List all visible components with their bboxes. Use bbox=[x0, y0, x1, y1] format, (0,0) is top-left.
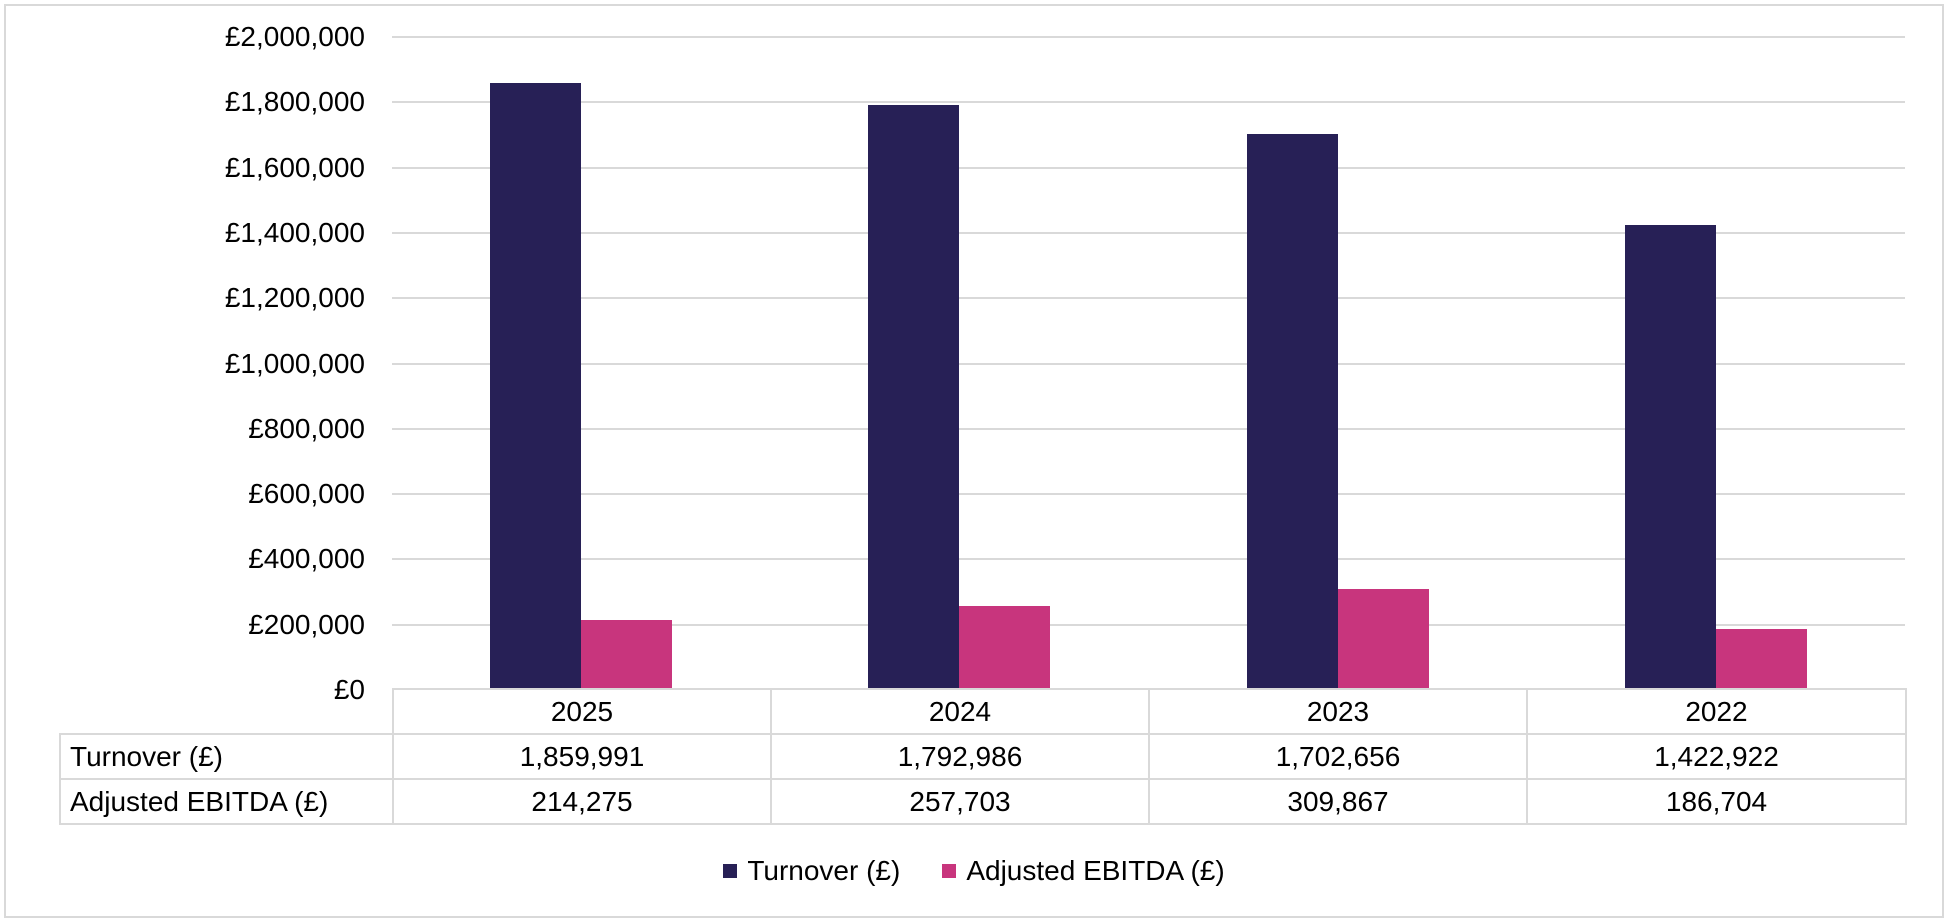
value-cell: 1,859,991 bbox=[392, 733, 772, 780]
bar-group-2024 bbox=[770, 37, 1148, 690]
y-axis-tick-label: £1,800,000 bbox=[224, 86, 365, 117]
y-axis-tick-label: £1,200,000 bbox=[224, 282, 365, 313]
row-label: Adjusted EBITDA (£) bbox=[59, 778, 394, 825]
gridline bbox=[392, 493, 1905, 495]
y-axis-tick-label: £800,000 bbox=[248, 413, 365, 444]
y-axis-tick-label: £2,000,000 bbox=[224, 21, 365, 52]
value-cell: 257,703 bbox=[770, 778, 1150, 825]
y-axis: £2,000,000 £1,800,000 £1,600,000 £1,400,000… bbox=[6, 21, 392, 705]
gridline bbox=[392, 232, 1905, 234]
bar-adjusted-ebitda-2024 bbox=[959, 606, 1051, 690]
y-axis-tick-label: £200,000 bbox=[248, 609, 365, 640]
gridline bbox=[392, 36, 1905, 38]
legend-marker-icon bbox=[723, 864, 738, 878]
bar-turnover-2023 bbox=[1246, 134, 1338, 690]
year-header-2022: 2022 bbox=[1526, 688, 1907, 735]
gridline bbox=[392, 167, 1905, 169]
bar-group-2023 bbox=[1149, 37, 1527, 690]
bar-turnover-2025 bbox=[490, 83, 582, 690]
gridline bbox=[392, 101, 1905, 103]
bar-group-2025 bbox=[392, 37, 770, 690]
year-header-2024: 2024 bbox=[770, 688, 1150, 735]
value-cell: 186,704 bbox=[1526, 778, 1907, 825]
legend-marker-icon bbox=[942, 864, 957, 878]
y-axis-tick-label: £400,000 bbox=[248, 543, 365, 574]
value-cell: 309,867 bbox=[1148, 778, 1528, 825]
value-cell: 1,792,986 bbox=[770, 733, 1150, 780]
data-table: 2025 2024 2023 2022 Turnover (£) 1,859,991 1,7… bbox=[59, 688, 1907, 825]
legend: Turnover (£) Adjusted EBITDA (£) bbox=[6, 855, 1942, 887]
table-row: Adjusted EBITDA (£) 214,275 257,703 309,867… bbox=[59, 778, 1907, 825]
value-cell: 1,702,656 bbox=[1148, 733, 1528, 780]
y-axis-tick-label: £600,000 bbox=[248, 478, 365, 509]
legend-item: Adjusted EBITDA (£) bbox=[942, 855, 1225, 887]
year-header-2025: 2025 bbox=[392, 688, 772, 735]
gridline bbox=[392, 297, 1905, 299]
bar-turnover-2022 bbox=[1624, 225, 1716, 690]
gridline bbox=[392, 363, 1905, 365]
table-row: Turnover (£) 1,859,991 1,792,986 1,702,656 1… bbox=[59, 733, 1907, 780]
bar-group-2022 bbox=[1527, 37, 1905, 690]
gridline bbox=[392, 624, 1905, 626]
legend-label: Turnover (£) bbox=[747, 855, 901, 886]
table-header-row: 2025 2024 2023 2022 bbox=[60, 688, 1907, 735]
y-axis-tick-label: £0 bbox=[333, 674, 365, 705]
row-label: Turnover (£) bbox=[59, 733, 394, 780]
bar-adjusted-ebitda-2022 bbox=[1715, 629, 1807, 690]
bar-turnover-2024 bbox=[868, 105, 960, 690]
value-cell: 1,422,922 bbox=[1526, 733, 1907, 780]
legend-label: Adjusted EBITDA (£) bbox=[966, 855, 1225, 886]
year-header-2023: 2023 bbox=[1148, 688, 1528, 735]
value-cell: 214,275 bbox=[392, 778, 772, 825]
bar-adjusted-ebitda-2025 bbox=[581, 620, 673, 690]
gridline bbox=[392, 558, 1905, 560]
y-axis-tick-label: £1,600,000 bbox=[224, 152, 365, 183]
legend-item: Turnover (£) bbox=[723, 855, 900, 887]
bar-adjusted-ebitda-2023 bbox=[1337, 589, 1429, 690]
y-axis-tick-label: £1,000,000 bbox=[224, 348, 365, 379]
gridline bbox=[392, 428, 1905, 430]
y-axis-tick-label: £1,400,000 bbox=[224, 217, 365, 248]
chart-frame: £2,000,000 £1,800,000 £1,600,000 £1,400,000… bbox=[4, 4, 1944, 918]
table-corner-cell bbox=[60, 689, 393, 734]
plot-area bbox=[392, 36, 1905, 691]
